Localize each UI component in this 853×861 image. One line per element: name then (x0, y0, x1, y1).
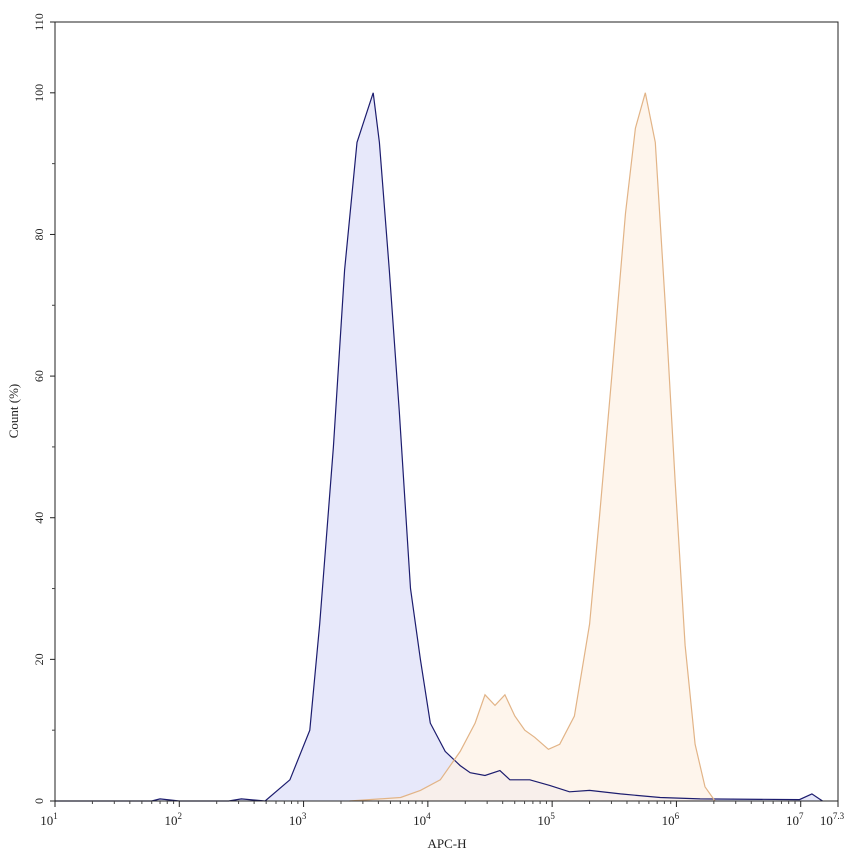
x-tick-label: 102 (165, 811, 183, 828)
y-tick-label: 60 (32, 370, 46, 382)
x-tick-label: 107 (786, 811, 804, 828)
y-tick-label: 80 (32, 228, 46, 240)
series-0-line (55, 92, 823, 802)
x-tick-label: 101 (40, 811, 58, 828)
x-tick-label: 103 (289, 811, 307, 828)
series-0-area (55, 92, 823, 802)
y-tick-label: 20 (32, 653, 46, 665)
y-tick-label: 100 (32, 84, 46, 102)
y-tick-label: 0 (32, 798, 46, 804)
x-tick-label: 104 (413, 811, 431, 828)
series-1-area (349, 92, 715, 802)
x-tick-label: 105 (537, 811, 555, 828)
y-tick-label: 110 (32, 13, 46, 31)
y-axis-label: Count (%) (6, 384, 21, 439)
series-1-line (349, 92, 716, 802)
x-axis-label: APC-H (427, 836, 466, 851)
x-tick-label: 107.3 (820, 811, 845, 828)
x-tick-label: 106 (662, 811, 680, 828)
plot-frame (54, 21, 839, 802)
y-tick-label: 40 (32, 512, 46, 524)
